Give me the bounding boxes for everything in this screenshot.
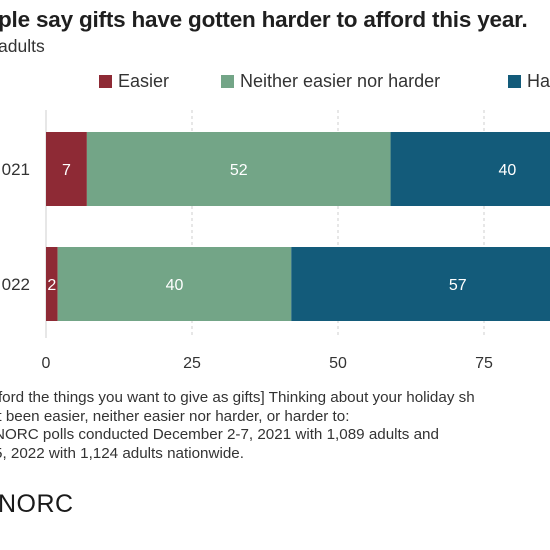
chart-notes: fford the things you want to give as gif… xyxy=(0,389,475,463)
note-line: 5, 2022 with 1,124 adults nationwide. xyxy=(0,444,244,462)
legend-label-neither: Neither easier nor harder xyxy=(240,71,441,91)
data-label: 2 xyxy=(47,277,56,294)
legend-item-easier: Easier xyxy=(99,70,169,92)
legend-swatch-easier xyxy=(99,75,112,88)
note-line: fford the things you want to give as gif… xyxy=(0,389,475,406)
legend-item-harder: Ha xyxy=(508,70,550,92)
legend-label-harder: Ha xyxy=(527,71,550,91)
bar-segment xyxy=(86,132,391,206)
bar-segment xyxy=(46,247,58,321)
bar-segment xyxy=(390,132,550,206)
chart-subtitle: adults xyxy=(0,36,45,56)
bar-segment xyxy=(46,132,87,206)
data-label: 7 xyxy=(62,162,71,179)
bar-segment xyxy=(57,247,292,321)
x-tick-label: 25 xyxy=(183,355,201,372)
legend-swatch-neither xyxy=(221,75,234,88)
category-label: 021 xyxy=(2,160,30,179)
data-label: 40 xyxy=(498,162,516,179)
data-label: 40 xyxy=(166,277,184,294)
legend-item-neither: Neither easier nor harder xyxy=(221,70,440,92)
category-label: 022 xyxy=(2,275,30,294)
bar-segment xyxy=(291,247,550,321)
note-line: it been easier, neither easier nor harde… xyxy=(0,407,350,425)
bar-chart: 7 52 40 021 2 40 57 022 0 25 50 75 xyxy=(2,110,550,372)
legend-label-easier: Easier xyxy=(118,71,170,91)
chart-title: ple say gifts have gotten harder to affo… xyxy=(0,7,528,32)
x-tick-label: 0 xyxy=(42,355,51,372)
legend-swatch-harder xyxy=(508,75,521,88)
data-label: 52 xyxy=(230,162,248,179)
x-tick-label: 50 xyxy=(329,355,347,372)
x-tick-label: 75 xyxy=(475,355,493,372)
data-label: 57 xyxy=(449,277,467,294)
note-line: NORC polls conducted December 2-7, 2021 … xyxy=(0,426,439,444)
norc-logo: NORC xyxy=(0,490,74,518)
